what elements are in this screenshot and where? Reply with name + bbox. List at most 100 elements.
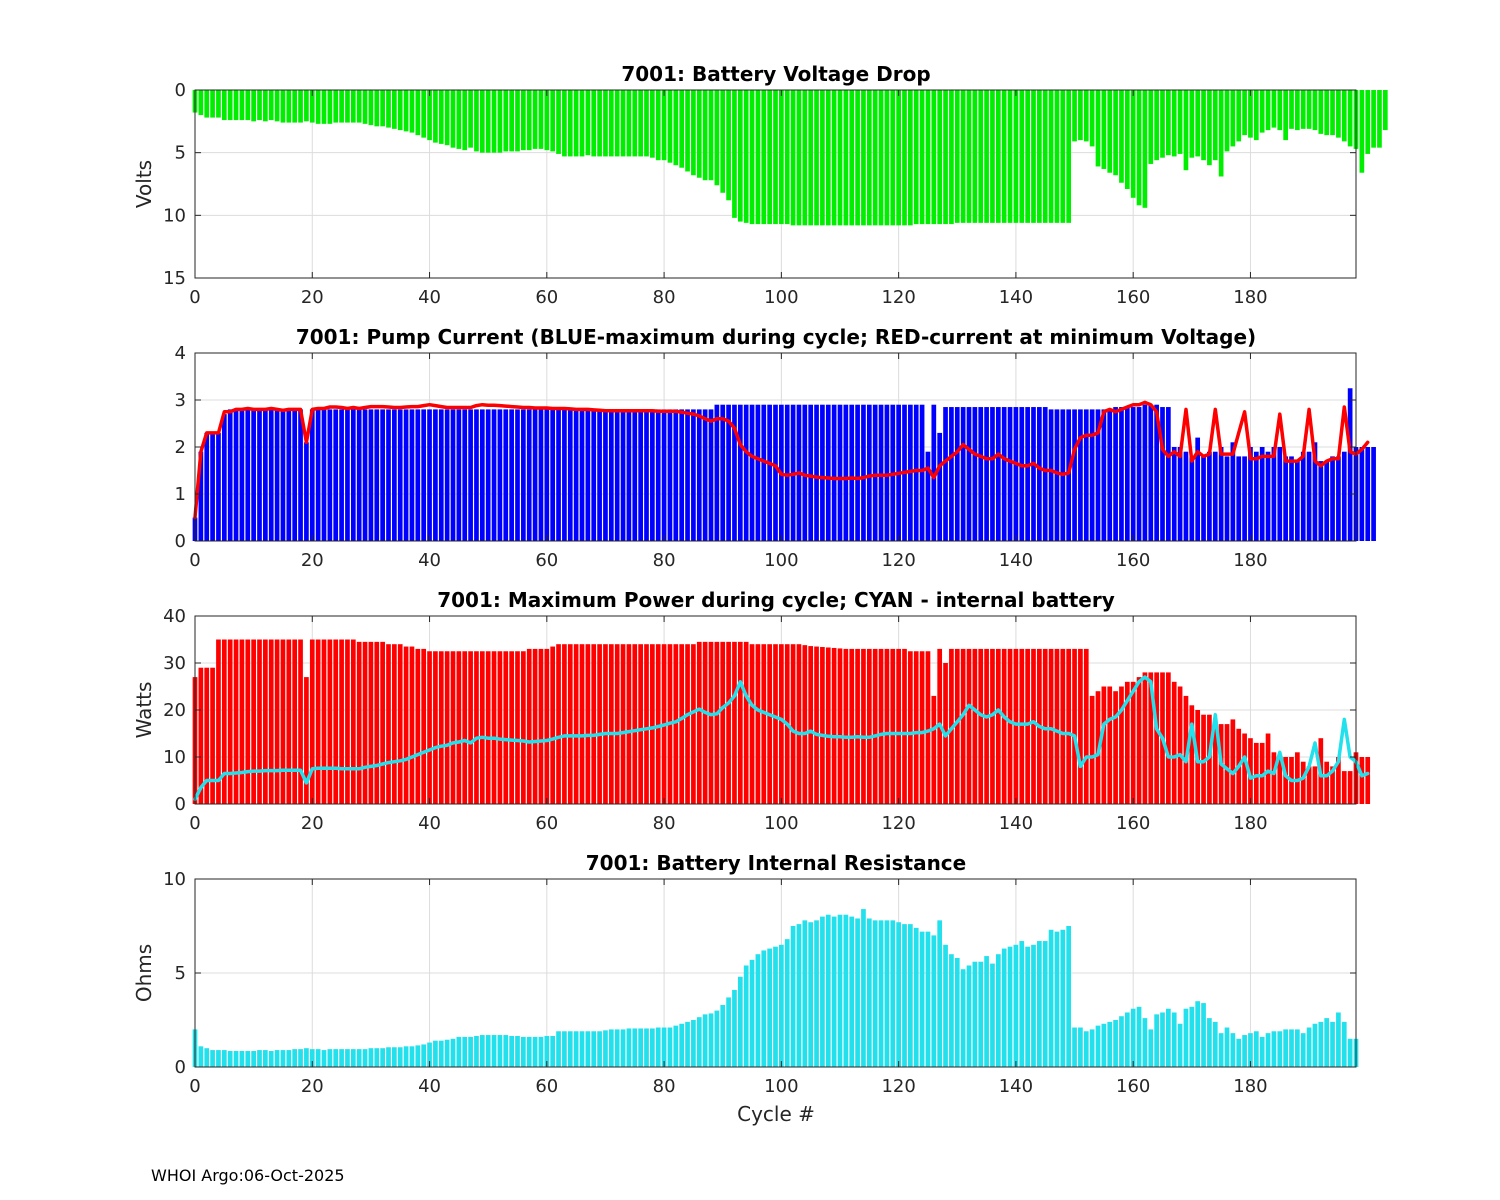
bar-power bbox=[737, 641, 743, 804]
bar-power bbox=[831, 647, 837, 804]
bar-resistance bbox=[409, 1046, 415, 1067]
bar-current bbox=[438, 409, 444, 541]
bar-voltage bbox=[1318, 90, 1324, 134]
bar-voltage bbox=[233, 90, 239, 121]
bar-resistance bbox=[784, 939, 790, 1067]
bar-current bbox=[251, 409, 256, 541]
bar-resistance bbox=[726, 997, 731, 1067]
bar-current bbox=[1371, 447, 1376, 541]
bar-current bbox=[1300, 451, 1306, 541]
bar-power bbox=[1060, 648, 1066, 804]
bar-resistance bbox=[1107, 1021, 1113, 1067]
bar-resistance bbox=[263, 1050, 268, 1067]
bar-resistance bbox=[984, 956, 989, 1067]
bar-voltage bbox=[608, 90, 614, 157]
bar-voltage bbox=[1042, 90, 1048, 223]
bar-current bbox=[984, 407, 989, 541]
bar-resistance bbox=[990, 963, 995, 1067]
bar-voltage bbox=[1001, 90, 1007, 223]
bar-voltage bbox=[995, 90, 1001, 223]
bar-current bbox=[216, 432, 221, 541]
bar-voltage bbox=[550, 90, 556, 152]
bar-voltage bbox=[931, 90, 937, 225]
bar-voltage bbox=[497, 90, 503, 153]
bar-resistance bbox=[685, 1021, 690, 1067]
bar-resistance bbox=[673, 1025, 679, 1067]
bar-voltage bbox=[251, 90, 256, 122]
x-tick-label: 80 bbox=[653, 550, 676, 571]
bar-current bbox=[614, 409, 620, 541]
bar-resistance bbox=[679, 1023, 685, 1067]
bar-voltage bbox=[902, 90, 907, 226]
bar-voltage bbox=[685, 90, 690, 172]
bar-voltage bbox=[679, 90, 685, 168]
bar-power bbox=[474, 651, 479, 804]
bar-power bbox=[327, 639, 333, 804]
bar-current bbox=[808, 404, 814, 541]
bar-power bbox=[1330, 766, 1335, 804]
bar-resistance bbox=[908, 924, 913, 1067]
bar-current bbox=[550, 409, 556, 541]
bar-voltage bbox=[855, 90, 860, 226]
bar-power bbox=[333, 639, 339, 804]
bar-resistance bbox=[1324, 1018, 1330, 1067]
bar-current bbox=[1253, 451, 1259, 541]
bar-voltage bbox=[837, 90, 843, 226]
bar-voltage bbox=[356, 90, 362, 123]
bar-resistance bbox=[491, 1035, 497, 1067]
bar-voltage bbox=[655, 90, 661, 161]
bar-voltage bbox=[585, 90, 591, 156]
bar-voltage bbox=[1078, 90, 1083, 141]
y-tick-label: 4 bbox=[175, 343, 186, 364]
bar-voltage bbox=[544, 90, 550, 151]
bar-voltage bbox=[409, 90, 415, 133]
bar-resistance bbox=[392, 1047, 397, 1067]
bar-power bbox=[556, 644, 561, 804]
y-tick-label: 10 bbox=[163, 869, 186, 890]
bar-voltage bbox=[1253, 90, 1259, 141]
bar-power bbox=[972, 648, 978, 804]
bar-power bbox=[849, 648, 855, 804]
bar-voltage bbox=[1101, 90, 1107, 169]
bar-voltage bbox=[749, 90, 755, 225]
bar-power bbox=[456, 651, 462, 804]
x-tick-label: 160 bbox=[1116, 550, 1150, 571]
bar-current bbox=[954, 407, 960, 541]
bar-voltage bbox=[1230, 90, 1236, 147]
bar-current bbox=[1330, 456, 1335, 541]
bar-power bbox=[239, 639, 245, 804]
bar-current bbox=[1160, 407, 1165, 541]
bar-resistance bbox=[1248, 1033, 1253, 1067]
bar-power bbox=[749, 644, 755, 804]
bar-current bbox=[843, 404, 849, 541]
bar-resistance bbox=[1242, 1035, 1247, 1067]
x-tick-label: 180 bbox=[1233, 813, 1267, 834]
resistance-chart-title: 7001: Battery Internal Resistance bbox=[586, 851, 966, 875]
x-tick-label: 0 bbox=[189, 1076, 200, 1097]
y-tick-label: 30 bbox=[163, 653, 186, 674]
y-tick-label: 10 bbox=[163, 205, 186, 226]
bar-current bbox=[972, 407, 978, 541]
bar-power bbox=[403, 646, 409, 804]
x-tick-label: 40 bbox=[418, 1076, 441, 1097]
bar-power bbox=[896, 648, 901, 804]
bar-voltage bbox=[567, 90, 573, 157]
bar-power bbox=[755, 644, 761, 804]
bar-voltage bbox=[286, 90, 292, 123]
bar-power bbox=[1224, 724, 1230, 804]
bar-current bbox=[462, 409, 468, 541]
bar-current bbox=[1019, 407, 1025, 541]
bar-power bbox=[356, 641, 362, 804]
bar-voltage bbox=[1019, 90, 1025, 223]
bar-current bbox=[1072, 409, 1077, 541]
bar-power bbox=[579, 644, 585, 804]
bar-voltage bbox=[227, 90, 233, 121]
bar-current bbox=[708, 409, 714, 541]
bar-resistance bbox=[427, 1042, 432, 1067]
bar-power bbox=[685, 644, 690, 804]
bar-current bbox=[1189, 456, 1195, 541]
bar-resistance bbox=[732, 989, 737, 1067]
bar-power bbox=[779, 644, 784, 804]
bar-power bbox=[655, 644, 661, 804]
bar-voltage bbox=[350, 90, 356, 123]
